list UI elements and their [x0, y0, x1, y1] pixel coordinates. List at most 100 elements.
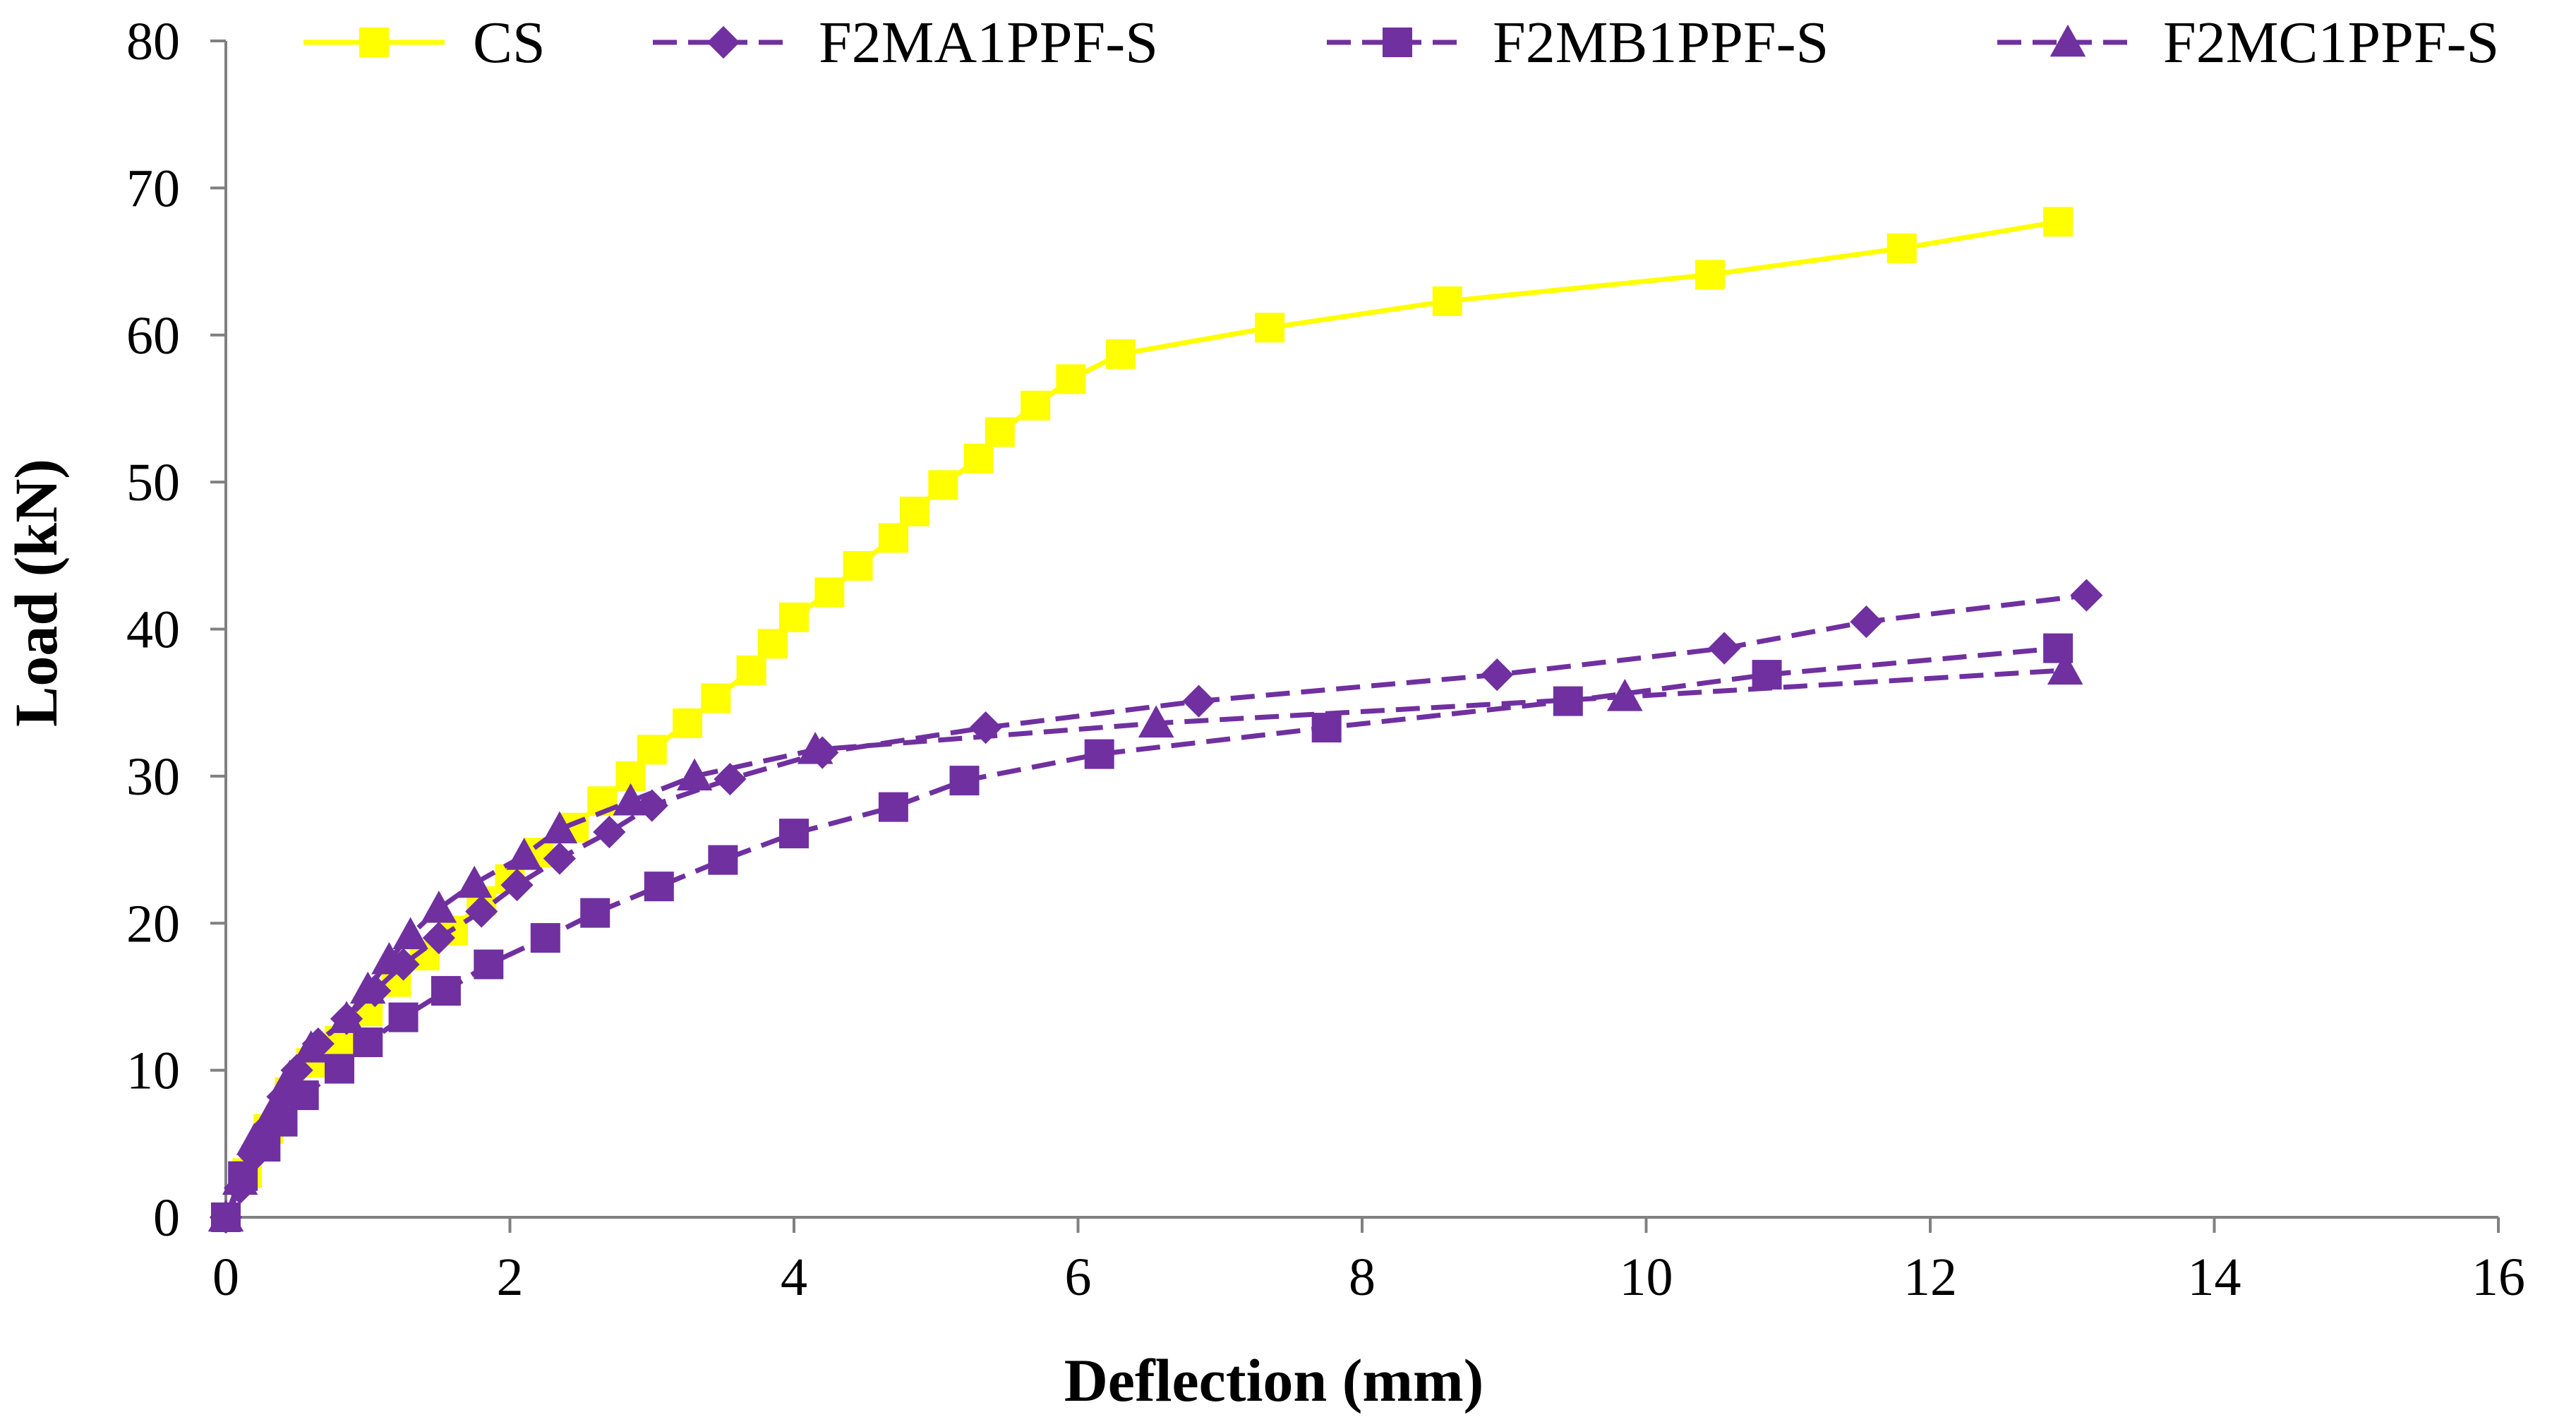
data-point: [757, 629, 788, 659]
data-point: [474, 949, 504, 979]
axes: [210, 40, 2500, 1233]
data-point: [541, 811, 578, 844]
data-point: [1607, 679, 1643, 711]
data-point: [701, 683, 731, 713]
y-tick-label: 10: [126, 1042, 180, 1101]
data-point: [272, 1059, 308, 1092]
data-point: [1432, 286, 1462, 316]
data-point: [637, 735, 667, 765]
data-point: [1708, 632, 1741, 665]
data-point: [779, 602, 809, 632]
data-point: [2043, 207, 2074, 237]
legend-label: F2MA1PPF-S: [819, 10, 1158, 76]
legend-marker: [1383, 28, 1412, 57]
tick-labels: 0 2 4 6 8 10 12 14 16 0 10 20 30 40 50 60 70 80: [126, 12, 2525, 1307]
x-tick-label: 8: [1349, 1248, 1376, 1307]
legend-entry-f2mb1ppf-s: F2MB1PPF-S: [1327, 10, 1829, 76]
legend-marker: [2050, 24, 2086, 57]
data-point: [878, 523, 908, 553]
data-point: [1752, 660, 1782, 690]
x-tick-label: 0: [212, 1248, 239, 1307]
data-point: [325, 1054, 354, 1084]
data-point: [969, 711, 1002, 744]
x-tick-label: 10: [1620, 1248, 1673, 1307]
legend-label: F2MB1PPF-S: [1493, 10, 1829, 76]
data-point: [949, 766, 980, 796]
data-point: [1255, 313, 1285, 343]
data-point: [1105, 339, 1136, 369]
y-tick-label: 80: [126, 12, 180, 71]
data-point: [1021, 390, 1051, 421]
y-axis-title: Load (kN): [2, 459, 70, 727]
data-point: [500, 868, 534, 902]
data-point: [207, 1199, 244, 1232]
x-tick-label: 6: [1065, 1248, 1092, 1307]
data-point: [1695, 260, 1726, 290]
data-point: [431, 976, 461, 1006]
data-point: [506, 838, 542, 870]
series-layer: [207, 207, 2103, 1234]
x-tick-label: 14: [2188, 1248, 2241, 1307]
data-point: [593, 815, 626, 849]
data-point: [644, 872, 674, 902]
data-point: [900, 496, 930, 526]
data-point: [928, 470, 958, 500]
data-point: [2070, 579, 2103, 612]
data-point: [1311, 713, 1342, 743]
data-point: [878, 792, 908, 822]
data-point: [1481, 658, 1514, 692]
data-point: [349, 971, 386, 1004]
data-point: [1182, 685, 1215, 718]
y-tick-label: 0: [153, 1188, 180, 1248]
data-point: [736, 655, 766, 685]
legend-entry-f2mc1ppf-s: F2MC1PPF-S: [1997, 10, 2499, 76]
series-f2mb1ppf-s: [211, 633, 2074, 1232]
data-point: [676, 758, 713, 791]
data-point: [293, 1030, 330, 1063]
legend-label: F2MC1PPF-S: [2163, 10, 2499, 76]
data-point: [985, 417, 1015, 447]
data-point: [1084, 739, 1114, 769]
data-point: [2047, 652, 2083, 685]
y-tick-label: 50: [126, 453, 180, 512]
legend: CS F2MA1PPF-S F2MB1PPF-S F2MC1PPF-S: [303, 10, 2499, 76]
y-tick-label: 70: [126, 159, 180, 218]
data-point: [1056, 364, 1086, 394]
data-point: [387, 948, 420, 981]
legend-label: CS: [473, 10, 546, 76]
data-point: [328, 1001, 365, 1033]
data-point: [422, 921, 455, 955]
data-point: [236, 1123, 272, 1155]
data-point: [673, 708, 703, 738]
series-line: [223, 219, 2059, 1219]
data-point: [843, 550, 873, 581]
y-tick-label: 30: [126, 747, 180, 807]
x-axis-title: Deflection (mm): [1064, 1346, 1484, 1414]
data-point: [797, 732, 833, 764]
data-point: [465, 895, 498, 928]
data-point: [543, 842, 577, 875]
data-point: [371, 942, 407, 975]
legend-entry-f2ma1ppf-s: F2MA1PPF-S: [653, 10, 1158, 76]
data-point: [814, 577, 845, 608]
data-point: [613, 783, 649, 816]
data-point: [1850, 605, 1883, 639]
series-cs: [211, 207, 2074, 1232]
data-point: [708, 845, 738, 875]
data-point: [392, 917, 428, 950]
y-tick-label: 20: [126, 894, 180, 953]
data-point: [530, 923, 560, 953]
data-point: [456, 865, 493, 898]
data-point: [714, 762, 747, 796]
data-point: [258, 1089, 294, 1121]
legend-entry-cs: CS: [303, 10, 546, 76]
legend-marker: [359, 28, 389, 57]
x-tick-label: 2: [497, 1248, 524, 1307]
x-tick-label: 4: [781, 1248, 807, 1307]
series-line: [223, 593, 2087, 1219]
data-point: [421, 891, 457, 923]
data-point: [388, 1002, 419, 1032]
data-point: [1886, 233, 1917, 263]
data-point: [779, 819, 809, 849]
